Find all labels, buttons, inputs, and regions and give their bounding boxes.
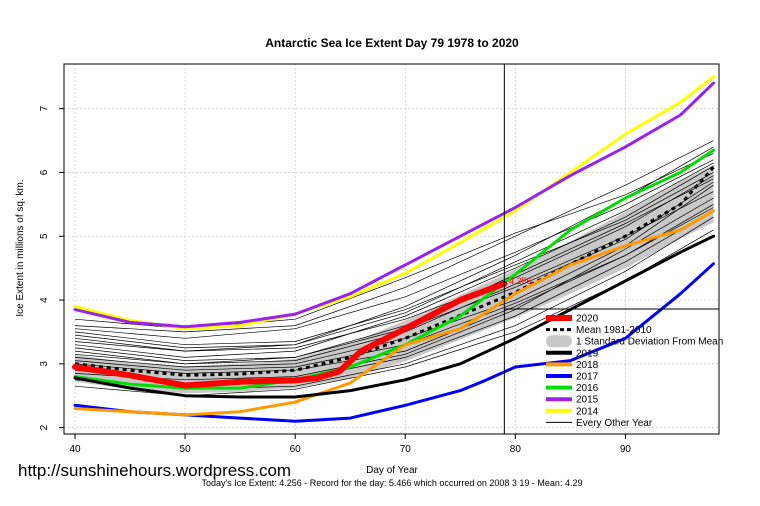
x-tick-label: 80 bbox=[510, 444, 522, 455]
x-tick-label: 70 bbox=[400, 444, 412, 455]
series-line-2014 bbox=[73, 75, 715, 331]
current-value-label: 4.256 bbox=[509, 276, 532, 286]
other-year-line bbox=[74, 172, 714, 346]
other-year-line bbox=[74, 165, 714, 358]
legend-label: 2018 bbox=[576, 360, 599, 371]
series-line-2018 bbox=[73, 209, 715, 417]
y-tick-label: 6 bbox=[39, 169, 50, 175]
other-year-line bbox=[74, 159, 714, 339]
y-tick-label: 2 bbox=[39, 424, 50, 430]
chart-title: Antarctic Sea Ice Extent Day 79 1978 to … bbox=[265, 36, 519, 50]
legend-label: 2020 bbox=[576, 314, 599, 325]
y-tick-label: 7 bbox=[39, 105, 50, 111]
legend-label: 2016 bbox=[576, 383, 599, 394]
legend-swatch-band bbox=[546, 335, 572, 348]
y-tick-label: 3 bbox=[39, 361, 50, 367]
legend-label: Every Other Year bbox=[576, 418, 653, 429]
x-tick-label: 50 bbox=[180, 444, 192, 455]
series-line-2020 bbox=[72, 280, 508, 389]
y-axis-ticks: 2 3 4 5 6 7 bbox=[39, 105, 64, 430]
series-line-2015 bbox=[73, 81, 715, 329]
year-series-lines bbox=[72, 75, 715, 423]
legend-label: 2014 bbox=[576, 406, 599, 417]
legend-label: 1 Standard Deviation From Mean bbox=[576, 337, 723, 348]
legend-label: 2019 bbox=[576, 348, 599, 359]
other-year-line bbox=[74, 197, 714, 381]
mean-line bbox=[74, 166, 715, 377]
x-tick-label: 40 bbox=[69, 444, 81, 455]
watermark: http://sunshinehours.wordpress.com bbox=[18, 461, 291, 480]
current-day-markers bbox=[503, 64, 719, 434]
x-tick-label: 60 bbox=[290, 444, 302, 455]
x-tick-label: 90 bbox=[620, 444, 632, 455]
plot-area bbox=[64, 64, 719, 434]
x-axis-label: Day of Year bbox=[366, 465, 418, 476]
footer-stats: Today's Ice Extent: 4.256 - Record for t… bbox=[202, 478, 583, 488]
series-line-2019 bbox=[73, 234, 715, 399]
y-tick-label: 4 bbox=[39, 297, 50, 303]
legend-label: Mean 1981-2010 bbox=[576, 325, 652, 336]
plot-frame bbox=[63, 63, 720, 435]
mean-line-layer bbox=[74, 166, 715, 377]
legend-label: 2017 bbox=[576, 372, 599, 383]
legend-label: 2015 bbox=[576, 395, 599, 406]
x-axis-ticks: 40 50 60 70 80 90 bbox=[69, 434, 631, 455]
y-axis-label: Ice Extent in millions of sq. km. bbox=[15, 179, 26, 316]
other-year-line bbox=[74, 162, 714, 349]
other-year-line bbox=[74, 140, 714, 333]
y-tick-label: 5 bbox=[39, 233, 50, 239]
